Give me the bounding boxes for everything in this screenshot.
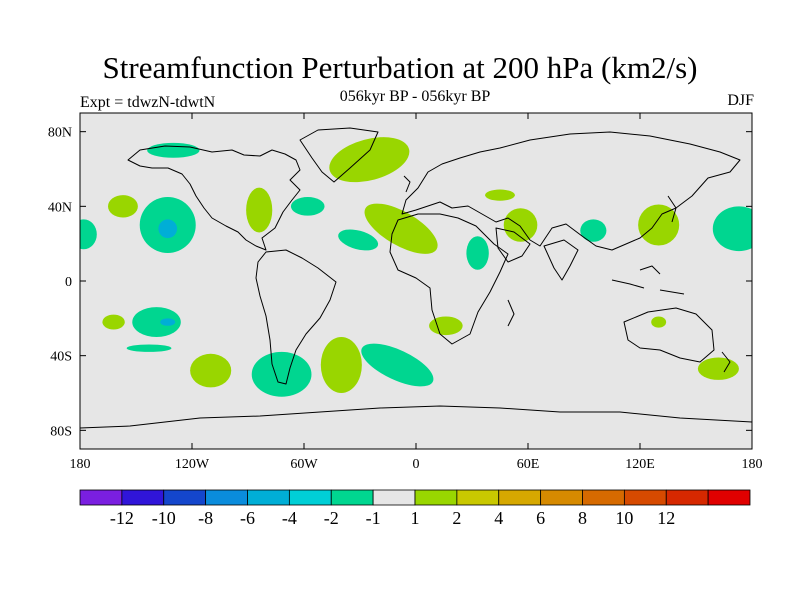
x-tick-label: 120E	[625, 457, 655, 472]
x-tick-label: 180	[742, 457, 763, 472]
colorbar-swatch	[665, 489, 709, 506]
colorbar-label: -4	[282, 508, 297, 528]
x-tick-label: 0	[413, 457, 420, 472]
anomaly-teal-india	[580, 219, 607, 242]
chart-title: Streamfunction Perturbation at 200 hPa (…	[102, 50, 698, 85]
colorbar-label: -6	[240, 508, 255, 528]
colorbar-swatch	[498, 489, 542, 506]
anomaly-green-sw-pacific	[651, 316, 667, 328]
anomaly-teal-africa-east	[466, 236, 489, 270]
colorbar-label: 10	[615, 508, 633, 528]
colorbar-swatch	[623, 489, 667, 506]
colorbar-swatch	[330, 489, 374, 506]
colorbar-label: -2	[324, 508, 339, 528]
anomaly-green-east-asia	[638, 204, 680, 246]
y-tick-label: 0	[65, 275, 72, 290]
colorbar-label: -12	[110, 508, 134, 528]
anomaly-green-west-russia	[485, 189, 515, 201]
anomaly-teal-south-pacific-tail	[126, 344, 172, 352]
anomaly-green-nw-atlantic	[329, 137, 410, 183]
anomaly-green-south-africa	[429, 316, 463, 336]
anomaly-green-new-zealand	[697, 357, 739, 380]
colorbar-label: 8	[578, 508, 587, 528]
anomaly-green-south-pacific	[190, 353, 232, 388]
colorbar-swatch	[247, 489, 290, 506]
colorbar-swatch	[163, 489, 207, 506]
anomaly-teal-canada	[147, 142, 200, 158]
colorbar-swatch	[288, 489, 332, 506]
colorbar-label: 12	[657, 508, 675, 528]
colorbar-label: 1	[411, 508, 420, 528]
anomaly-teal-south-atlantic-arc	[361, 343, 434, 387]
anomaly-teal-south-america	[251, 351, 312, 397]
coastlines	[80, 127, 752, 429]
colorbar-swatch	[540, 489, 583, 506]
colorbar-swatch	[414, 489, 458, 506]
anomaly-teal-mid-atlantic	[338, 229, 379, 251]
anomaly-green-east-atlantic	[364, 203, 438, 254]
y-tick-label: 40S	[50, 350, 72, 365]
season-label: DJF	[727, 92, 754, 109]
anomaly-blue-pacific-north-core	[158, 219, 178, 239]
anomaly-green-pacific-north	[108, 195, 138, 218]
colorbar-label: 4	[494, 508, 503, 528]
x-tick-label: 60E	[517, 457, 540, 472]
anomaly-green-central-asia	[503, 208, 538, 242]
colorbar-label: -10	[152, 508, 176, 528]
map-background	[80, 113, 752, 449]
anomaly-teal-west-pacific-north	[712, 206, 752, 252]
colorbar-swatch	[79, 489, 123, 506]
anomaly-teal-south-central	[102, 314, 125, 330]
colorbar-swatch	[205, 489, 248, 506]
colorbar-label: 2	[452, 508, 461, 528]
colorbar-label: -8	[198, 508, 213, 528]
anomaly-teal-north-atlantic	[290, 197, 325, 216]
colorbar-swatch	[372, 489, 416, 506]
experiment-label: Expt = tdwzN-tdwtN	[80, 94, 216, 111]
y-tick-label: 40N	[48, 200, 72, 215]
map-axes: 180 120W 60W 0 60E 120E 180 80N 40N 0 40S 80S	[48, 113, 763, 472]
colorbar-swatch	[456, 489, 500, 506]
colorbar-label: -1	[366, 508, 381, 528]
x-tick-label: 120W	[175, 457, 210, 472]
x-tick-label: 60W	[290, 457, 318, 472]
colorbar-swatch	[582, 489, 625, 506]
anomaly-blue-south-pacific-core	[160, 318, 176, 326]
colorbar: -12 -10 -8 -6 -4 -2 -1 1 2 4 6 8 10 12	[79, 489, 751, 528]
anomaly-green-north-america-east	[246, 187, 273, 233]
colorbar-swatch	[707, 489, 751, 506]
chart-subtitle: 056kyr BP - 056kyr BP	[339, 88, 491, 105]
colorbar-label: 6	[536, 508, 545, 528]
y-tick-label: 80N	[48, 126, 72, 141]
colorbar-swatch	[121, 489, 165, 506]
anomaly-teal-east-pacific-north	[80, 219, 97, 250]
anomaly-green-south-atlantic	[320, 337, 362, 393]
x-tick-label: 180	[70, 457, 91, 472]
y-tick-label: 80S	[50, 424, 72, 439]
anomaly-teal-south-pacific-center	[132, 307, 181, 338]
anomaly-layer	[80, 137, 752, 397]
